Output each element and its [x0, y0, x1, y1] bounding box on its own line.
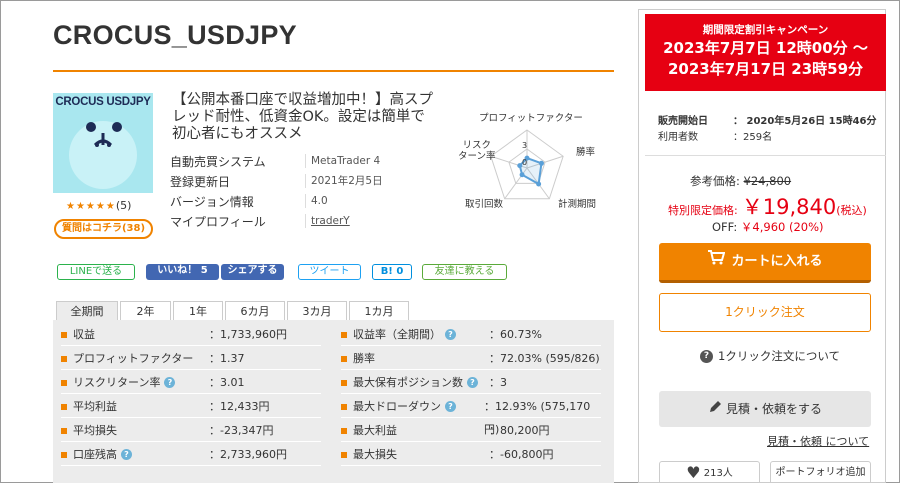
info-row-updated: 登録更新日 2021年2月5日 [170, 171, 405, 191]
reference-price: 参考価格: ¥24,800 [690, 174, 792, 188]
info-row-profile: マイプロフィール traderY [170, 211, 405, 231]
radar-point [517, 163, 523, 169]
facebook-share-button[interactable]: シェアする [221, 264, 284, 280]
tab-2y[interactable]: 2年 [120, 301, 171, 321]
tab-1y[interactable]: 1年 [173, 301, 223, 321]
tab-all[interactable]: 全期間 [56, 301, 118, 321]
hatena-bookmark-button[interactable]: B! 0 [372, 264, 412, 280]
title-underline [53, 70, 614, 72]
product-description: 【公開本番口座で収益増加中！】高スプレッド耐性、低資金OK。設定は簡単で初心者に… [172, 92, 433, 142]
info-value: MetaTrader 4 [305, 154, 380, 168]
line-share-button[interactable]: LINEで送る [57, 264, 135, 280]
radar-chart: 3 0 [490, 129, 564, 200]
special-price: 特別限定価格: ￥19,840 (税込) [668, 191, 867, 221]
estimate-request-button[interactable]: 見積・依頼をする [659, 391, 871, 427]
sale-start: 販売開始日： 2020年5月26日 15時46分 [658, 116, 877, 127]
radar-grid-ring [490, 129, 564, 200]
info-key: 自動売買システム [170, 154, 266, 169]
user-count: 利用者数 ：259名 [658, 132, 773, 143]
radar-label-trades: 取引回数 [465, 199, 504, 210]
campaign-title: 期間限定割引キャンペーン [702, 24, 829, 36]
one-click-about-link[interactable]: ? 1クリック注文について [700, 348, 840, 364]
radar-label-pf: プロフィットファクター [479, 113, 583, 124]
stat-row: 平均損失 ：-23,347円 [61, 419, 321, 442]
tab-6m[interactable]: 6カ月 [225, 301, 285, 321]
campaign-banner: 期間限定割引キャンペーン 2023年7月7日 12時00分 ～ 2023年7月1… [645, 14, 886, 91]
radar-point [538, 160, 544, 166]
stat-row: 収益 ：1,733,960円 [61, 323, 321, 346]
question-button[interactable]: 質問はコチラ(38) [54, 219, 153, 239]
tell-friend-button[interactable]: 友達に教える [422, 264, 507, 280]
stat-row: 最大ドローダウン? ：12.93% (575,170円) [341, 395, 601, 436]
info-key: 登録更新日 [170, 174, 231, 189]
radar-point [536, 181, 542, 187]
help-icon: ? [700, 349, 713, 363]
rating-count: (5) [115, 199, 132, 212]
tweet-button[interactable]: ツイート [298, 264, 361, 280]
stat-row: 収益率（全期間）? ：60.73% [341, 323, 601, 346]
one-click-order-button[interactable]: 1クリック注文 [659, 293, 871, 332]
stat-row: 平均利益 ：12,433円 [61, 395, 321, 418]
stat-row: 勝率 ：72.03% (595/826) [341, 347, 601, 370]
stat-row: 最大利益 ：80,200円 [341, 419, 601, 442]
info-value: 4.0 [305, 194, 328, 208]
info-row-system: 自動売買システム MetaTrader 4 [170, 151, 405, 171]
stat-row: プロフィットファクター ：1.37 [61, 347, 321, 370]
tab-3m[interactable]: 3カ月 [287, 301, 347, 321]
campaign-end: 2023年7月17日 23時59分 [667, 60, 864, 78]
help-icon[interactable]: ? [445, 400, 456, 412]
stat-row: 口座残高? ：2,733,960円 [61, 443, 321, 466]
radar-label-period: 計測期間 [558, 199, 597, 210]
heart-icon: ♥ [686, 463, 701, 482]
product-info: 自動売買システム MetaTrader 4 登録更新日 2021年2月5日 バー… [170, 151, 405, 231]
estimate-about-link[interactable]: 見積・依頼 について [767, 435, 870, 448]
campaign-start: 2023年7月7日 12時00分 ～ [663, 39, 868, 57]
help-icon[interactable]: ? [467, 376, 478, 388]
profile-link[interactable]: traderY [305, 214, 350, 228]
rating-stars: ★★★★★(5) [66, 199, 132, 212]
portfolio-add-button[interactable]: ポートフォリオ追加 [770, 461, 871, 483]
radar-grid-ring [508, 148, 546, 184]
stat-row: リスクリターン率? ：3.01 [61, 371, 321, 394]
facebook-like-button[interactable]: いいね！ 5 [146, 264, 219, 280]
stat-row: 最大損失 ：-60,800円 [341, 443, 601, 466]
add-to-cart-button[interactable]: カートに入れる [659, 243, 871, 283]
pen-icon [708, 392, 722, 428]
radar-label-winrate: 勝率 [576, 147, 596, 158]
stat-row: 最大保有ポジション数? ：3 [341, 371, 601, 394]
radar-axis [526, 155, 564, 169]
thumbnail-text: CROCUS USDJPY [55, 96, 151, 108]
favorite-button[interactable]: ♥ 213人 [659, 461, 760, 483]
info-key: マイプロフィール [170, 214, 266, 229]
cart-icon [707, 243, 726, 280]
discount: OFF: ￥4,960 (20%) [712, 220, 824, 234]
info-value: 2021年2月5日 [305, 174, 383, 188]
radar-label-risk: リスク ターン率 [458, 140, 496, 162]
special-price-value: ￥19,840 [741, 195, 837, 219]
stats-panel: 収益 ：1,733,960円 プロフィットファクター ：1.37 リスクリターン率?… [53, 320, 614, 483]
mascot-icon [69, 121, 137, 189]
tab-1m[interactable]: 1カ月 [349, 301, 409, 321]
radar-point [519, 172, 525, 178]
help-icon[interactable]: ? [121, 448, 132, 460]
divider [645, 155, 886, 156]
info-row-version: バージョン情報 4.0 [170, 191, 405, 211]
period-tabs: 全期間 2年 1年 6カ月 3カ月 1カ月 [56, 301, 411, 321]
info-key: バージョン情報 [170, 194, 254, 209]
radar-scale-0: 0 [522, 158, 527, 167]
page-title: CROCUS_USDJPY [53, 20, 297, 50]
radar-scale-3: 3 [522, 141, 527, 150]
help-icon[interactable]: ? [164, 376, 176, 388]
product-thumbnail[interactable]: CROCUS USDJPY [53, 93, 153, 193]
help-icon[interactable]: ? [445, 328, 456, 340]
radar-point [524, 155, 530, 161]
